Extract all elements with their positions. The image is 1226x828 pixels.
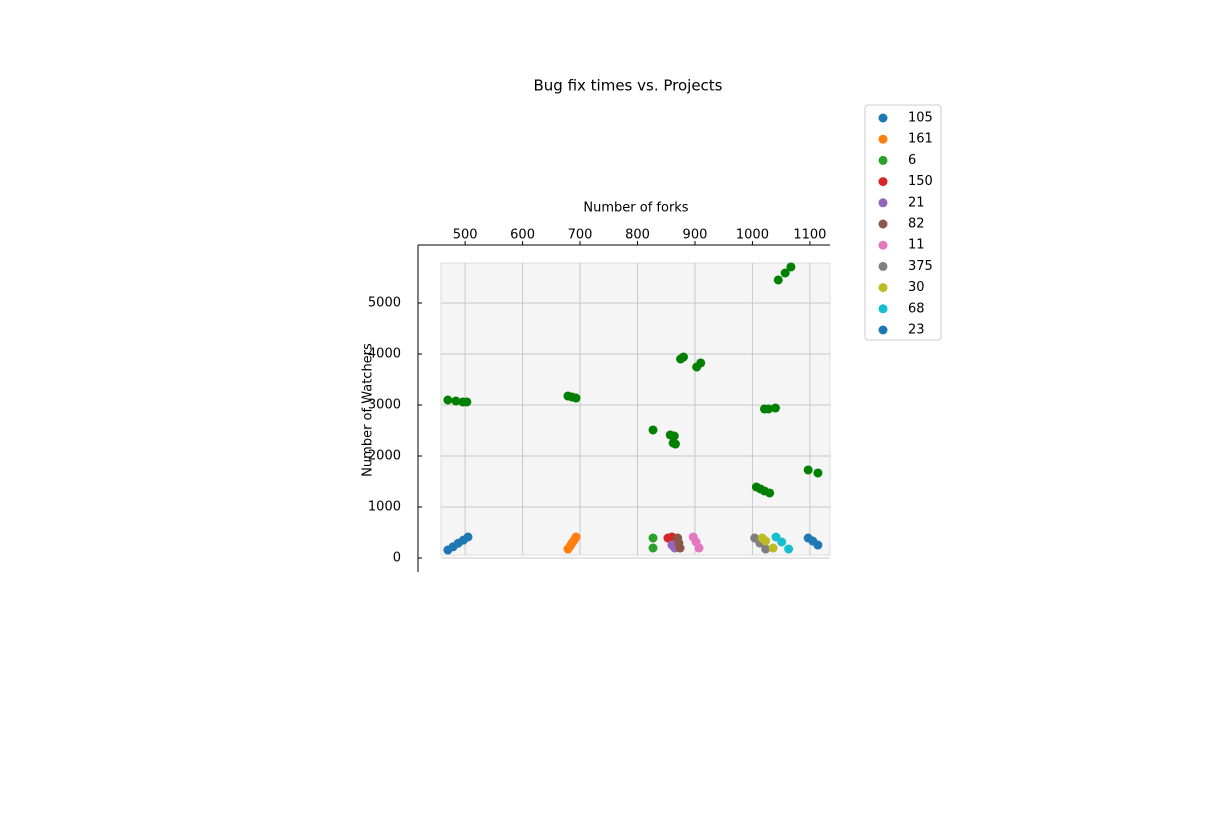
legend-label: 161 [908, 132, 933, 147]
y-tick-label: 0 [393, 551, 401, 566]
y-tick-label: 5000 [368, 295, 401, 310]
legend-marker [878, 134, 888, 144]
legend-marker [878, 283, 888, 293]
point [648, 425, 658, 435]
point [463, 532, 473, 542]
point [761, 544, 771, 554]
legend-marker [878, 240, 888, 250]
point [648, 533, 658, 543]
x-tick-label: 1000 [736, 228, 769, 243]
point [670, 439, 680, 449]
legend-label: 30 [908, 280, 925, 295]
point [765, 488, 775, 498]
point [451, 396, 461, 406]
x-tick-label: 500 [453, 228, 478, 243]
legend-label: 105 [908, 111, 933, 126]
legend-marker [878, 261, 888, 271]
x-axis-label: Number of forks [583, 201, 688, 216]
point [786, 262, 796, 272]
point [678, 352, 688, 362]
point [768, 543, 778, 553]
y-tick-label: 3000 [368, 398, 401, 413]
point [777, 537, 787, 547]
point [443, 395, 453, 405]
legend-label: 23 [908, 323, 925, 338]
legend-label: 150 [908, 174, 933, 189]
point [784, 544, 794, 554]
legend-marker [878, 155, 888, 165]
x-tick-label: 800 [625, 228, 650, 243]
point [675, 543, 685, 553]
point [761, 536, 771, 546]
legend-label: 68 [908, 301, 925, 316]
chart-title: Bug fix times vs. Projects [533, 77, 722, 95]
point [694, 543, 704, 553]
point [571, 393, 581, 403]
point [770, 403, 780, 413]
y-tick-label: 2000 [368, 449, 401, 464]
point [780, 268, 790, 278]
x-tick-label: 1100 [793, 228, 826, 243]
point [669, 431, 679, 441]
legend-label: 11 [908, 238, 925, 253]
legend-marker [878, 177, 888, 187]
x-tick-label: 700 [568, 228, 593, 243]
point [764, 404, 774, 414]
y-axis-label: Number of Watchers [361, 343, 376, 477]
legend-label: 82 [908, 217, 925, 232]
point [813, 540, 823, 550]
point [648, 543, 658, 553]
point [462, 397, 472, 407]
legend-marker [878, 219, 888, 229]
legend-marker [878, 325, 888, 335]
legend-label: 21 [908, 195, 925, 210]
legend-label: 6 [908, 153, 916, 168]
x-tick-label: 600 [510, 228, 535, 243]
point [813, 468, 823, 478]
point [803, 465, 813, 475]
point [571, 532, 581, 542]
point [773, 275, 783, 285]
legend-marker [878, 113, 888, 123]
y-tick-label: 1000 [368, 500, 401, 515]
legend-marker [878, 304, 888, 314]
legend-marker [878, 198, 888, 208]
legend-label: 375 [908, 259, 933, 274]
y-tick-label: 4000 [368, 346, 401, 361]
x-tick-label: 900 [683, 228, 708, 243]
point [696, 358, 706, 368]
